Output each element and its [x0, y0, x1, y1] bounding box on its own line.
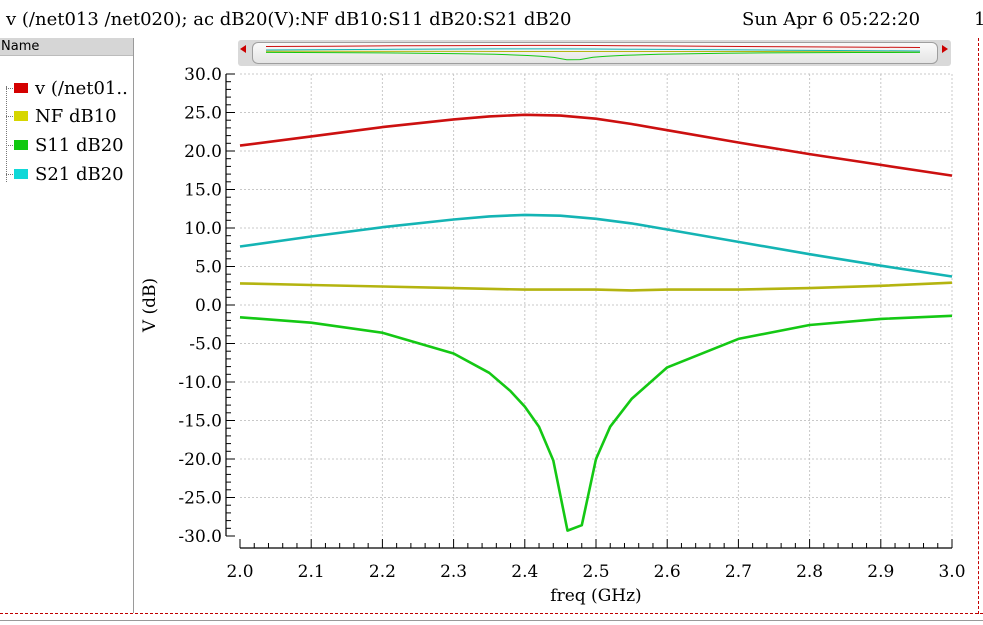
legend-swatch: [14, 111, 28, 121]
legend-label: S11 dB20: [35, 135, 124, 156]
frame-border-bottom: [0, 613, 983, 614]
x-tick-label: 2.8: [796, 562, 823, 582]
timestamp: Sun Apr 6 05:22:20: [742, 9, 921, 30]
window-title: v (/net013 /net020); ac dB20(V):NF dB10:…: [6, 9, 572, 30]
legend-panel: Name v (/net01.. NF dB10 S11 dB20 S21 dB…: [0, 38, 134, 613]
legend-item-s11[interactable]: S11 dB20: [6, 135, 133, 157]
x-tick-label: 2.0: [226, 562, 253, 582]
scroll-left-arrow-icon[interactable]: [240, 45, 246, 53]
legend-swatch: [14, 140, 28, 150]
legend-label: v (/net01..: [35, 78, 128, 99]
y-tick-label: 20.0: [184, 142, 222, 162]
plot-area[interactable]: 30.0 25.0 20.0 15.0 10.0 5.0 0.0 -5.0 -10.0 -15.0…: [134, 66, 978, 611]
overview-series-2: [265, 51, 921, 61]
y-axis-title: V (dB): [140, 278, 160, 333]
overview-plot: [265, 44, 921, 61]
scroll-right-arrow-icon[interactable]: [942, 45, 948, 53]
frame-border-right: [978, 38, 979, 614]
title-bar: v (/net013 /net020); ac dB20(V):NF dB10:…: [0, 0, 983, 38]
y-tick-label: 25.0: [184, 104, 222, 124]
x-tick-label: 2.5: [582, 562, 609, 582]
y-tick-label: -20.0: [178, 450, 222, 470]
series-line-0[interactable]: [239, 113, 953, 177]
y-tick-label: 5.0: [195, 258, 222, 278]
x-tick-label: 2.4: [511, 562, 538, 582]
x-tick-label: 2.2: [369, 562, 396, 582]
tree-connector: [6, 174, 13, 175]
frame-border-bottom-outer: [0, 620, 983, 621]
y-tick-label: -5.0: [189, 335, 222, 355]
y-tick-label: -10.0: [178, 373, 222, 393]
y-tick-label: -30.0: [178, 527, 222, 547]
legend-header[interactable]: Name: [0, 38, 133, 56]
legend-item-net01[interactable]: v (/net01..: [6, 78, 133, 100]
tree-connector: [6, 88, 13, 89]
x-tick-label: 3.0: [938, 562, 965, 582]
x-tick-label: 2.1: [298, 562, 325, 582]
legend-swatch: [14, 169, 28, 179]
x-tick-label: 2.7: [725, 562, 752, 582]
x-tick-label: 2.3: [440, 562, 467, 582]
series-line-1[interactable]: [239, 281, 953, 292]
legend-item-s21[interactable]: S21 dB20: [6, 164, 133, 186]
page-number: 1: [974, 9, 983, 30]
x-tick-label: 2.9: [867, 562, 894, 582]
y-tick-label: 10.0: [184, 219, 222, 239]
series-line-2[interactable]: [239, 314, 953, 532]
y-tick-label: 15.0: [184, 181, 222, 201]
legend-label: NF dB10: [35, 106, 117, 127]
tree-connector: [6, 116, 13, 117]
x-axis-title: freq (GHz): [550, 586, 641, 606]
y-tick-label: -25.0: [178, 489, 222, 509]
legend-tree-line: [6, 86, 7, 182]
overview-series-3: [265, 48, 921, 52]
legend-item-nf[interactable]: NF dB10: [6, 106, 133, 128]
x-tick-label: 2.6: [654, 562, 681, 582]
y-tick-label: -15.0: [178, 412, 222, 432]
zoom-scrollbar-thumb[interactable]: [252, 42, 938, 64]
legend-label: S21 dB20: [35, 164, 124, 185]
overview-series-0: [265, 44, 921, 48]
series-line-3[interactable]: [239, 213, 953, 278]
tree-connector: [6, 145, 13, 146]
y-tick-label: 0.0: [195, 296, 222, 316]
y-tick-label: 30.0: [184, 66, 222, 85]
legend-swatch: [14, 83, 28, 93]
